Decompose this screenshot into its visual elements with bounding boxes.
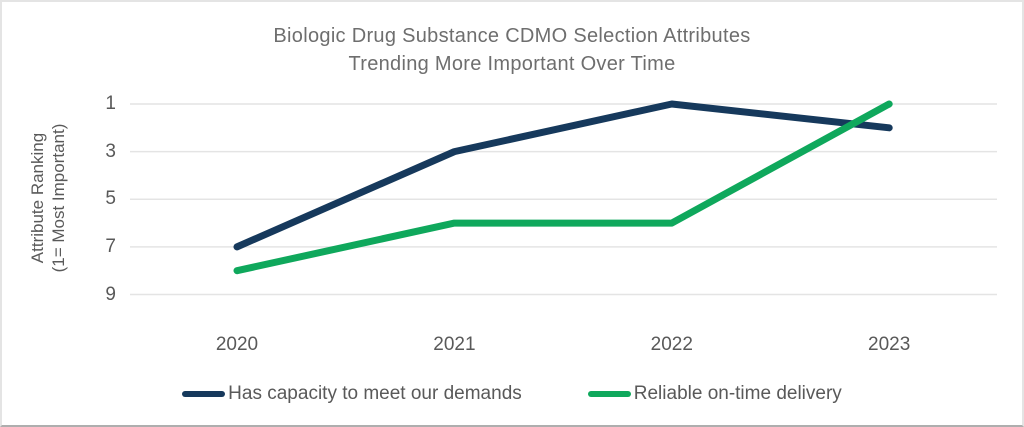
- y-tick-label: 1: [105, 93, 116, 114]
- y-tick-label: 3: [105, 140, 116, 162]
- legend-swatch-delivery: [587, 391, 631, 397]
- y-tick-label: 5: [105, 188, 116, 210]
- legend: Has capacity to meet our demands Reliabl…: [2, 383, 1022, 405]
- chart-title-line-2: Trending More Important Over Time: [348, 53, 676, 75]
- y-tick-label: 9: [105, 283, 116, 305]
- legend-label-capacity: Has capacity to meet our demands: [228, 383, 522, 404]
- series-line: [233, 100, 893, 275]
- series-lines: [233, 100, 893, 275]
- x-tick-label: 2021: [433, 334, 476, 355]
- x-tick-label: 2020: [215, 334, 259, 355]
- chart-title: Biologic Drug Substance CDMO Selection A…: [2, 22, 1022, 78]
- legend-swatch-capacity: [182, 391, 226, 397]
- legend-label-delivery: Reliable on-time delivery: [633, 383, 842, 404]
- series-line: [233, 100, 893, 251]
- gridlines: [130, 103, 997, 296]
- y-tick-label: 7: [105, 235, 116, 257]
- chart-title-line-1: Biologic Drug Substance CDMO Selection A…: [273, 25, 751, 47]
- x-tick-label: 2023: [868, 334, 911, 355]
- legend-item-capacity: Has capacity to meet our demands: [182, 383, 522, 405]
- x-tick-label: 2022: [650, 334, 693, 355]
- legend-item-delivery: Reliable on-time delivery: [587, 383, 842, 405]
